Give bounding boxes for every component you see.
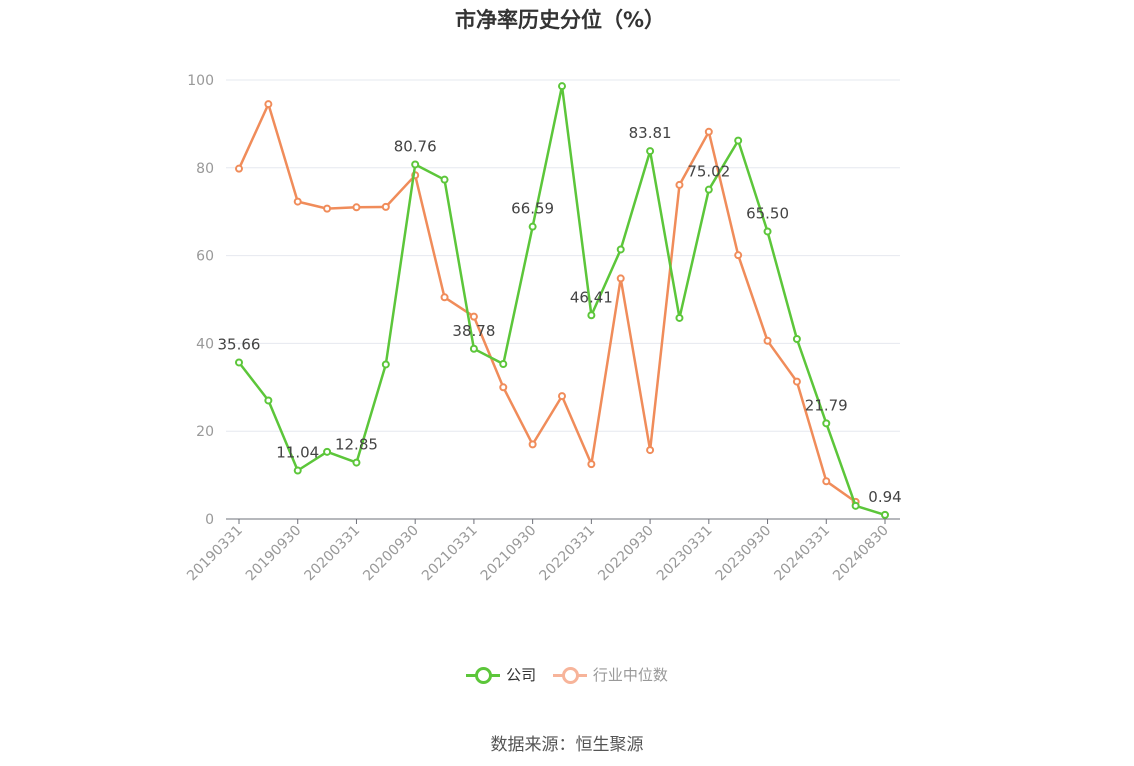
y-tick-label: 20 (196, 424, 214, 440)
data-point (616, 245, 625, 254)
data-label: 35.66 (218, 335, 261, 353)
data-label: 46.41 (570, 288, 613, 306)
data-point (235, 358, 243, 367)
x-tick-label: 20220331 (536, 523, 598, 585)
data-point (616, 274, 625, 283)
data-point (587, 460, 596, 469)
data-point (675, 180, 684, 189)
data-point (469, 312, 478, 321)
data-label: 11.04 (276, 444, 319, 462)
data-source: 数据来源：恒生聚源 (490, 735, 644, 755)
y-tick-label: 80 (196, 161, 214, 177)
data-point (792, 335, 801, 344)
legend-line-icon-industry (552, 666, 587, 684)
data-point (822, 477, 831, 486)
data-point (675, 313, 684, 322)
legend: 公司 行业中位数 (0, 664, 1134, 688)
data-point (646, 446, 655, 455)
data-point (264, 100, 273, 109)
data-point (792, 377, 801, 386)
data-label: 75.02 (687, 163, 730, 181)
data-label: 80.76 (394, 137, 437, 155)
x-tick-label: 20230930 (713, 523, 775, 585)
y-tick-label: 0 (205, 512, 214, 528)
legend-item-industry[interactable]: 行业中位数 (552, 664, 668, 685)
data-label: 21.79 (805, 396, 848, 414)
data-point (381, 360, 390, 369)
legend-label-industry: 行业中位数 (592, 666, 668, 684)
data-point (352, 203, 361, 212)
data-point (293, 197, 302, 206)
data-point (734, 251, 743, 260)
data-point (293, 466, 302, 475)
y-tick-label: 60 (196, 249, 214, 265)
data-point (558, 392, 566, 401)
data-label: 12.85 (335, 436, 378, 454)
data-point (851, 501, 860, 510)
x-tick-label: 20200930 (360, 523, 422, 585)
x-tick-label: 20210930 (478, 523, 540, 585)
data-label: 83.81 (629, 124, 672, 142)
data-label: 0.94 (868, 488, 901, 506)
legend-item-company[interactable]: 公司 (466, 664, 536, 685)
data-point (235, 164, 243, 173)
data-point (528, 440, 537, 449)
data-point (704, 185, 713, 194)
data-point (763, 227, 772, 236)
data-point (881, 510, 889, 519)
series-line (237, 102, 857, 503)
series-company (235, 82, 889, 519)
data-point (558, 82, 566, 91)
grid-lines (226, 79, 900, 432)
data-label: 66.59 (511, 200, 554, 218)
chart-title: 市净率历史分位（%） (454, 8, 666, 32)
data-point (587, 311, 596, 320)
data-point (704, 127, 713, 136)
x-tick-label: 20230331 (654, 523, 716, 585)
data-point (323, 204, 332, 213)
axes: 0 20 40 60 80 100 2019033120190930202003312020… (184, 73, 900, 584)
data-point (822, 419, 831, 428)
x-tick-label: 20190331 (184, 523, 246, 585)
data-label: 65.50 (746, 204, 789, 222)
data-point (323, 447, 332, 456)
legend-line-icon-company (466, 666, 501, 684)
data-point (734, 136, 743, 145)
series (235, 82, 889, 519)
data-point (469, 344, 478, 353)
x-tick-label: 20240331 (771, 523, 833, 585)
data-point (646, 147, 655, 156)
data-point (499, 360, 508, 369)
data-labels: 35.66 11.04 12.85 80.76 38.78 66.59 46.41 83.81… (218, 124, 902, 506)
x-tick-label: 20200331 (302, 523, 364, 585)
data-point (381, 202, 390, 211)
data-point (499, 383, 508, 392)
series-industry (235, 100, 860, 506)
data-point (352, 458, 361, 467)
data-label: 38.78 (452, 322, 495, 340)
x-tick-label: 20210331 (419, 523, 481, 585)
data-point (440, 293, 449, 302)
legend-label-company: 公司 (506, 666, 537, 684)
x-tick-label: 20190930 (243, 523, 305, 585)
data-point (763, 336, 772, 345)
x-tick-label: 20240830 (830, 523, 892, 585)
data-point (528, 222, 537, 231)
x-tick-label: 20220930 (595, 523, 657, 585)
data-point (264, 396, 273, 405)
y-tick-label: 100 (187, 73, 214, 89)
data-point (440, 175, 449, 184)
y-tick-label: 40 (196, 336, 214, 352)
data-point (411, 160, 420, 169)
